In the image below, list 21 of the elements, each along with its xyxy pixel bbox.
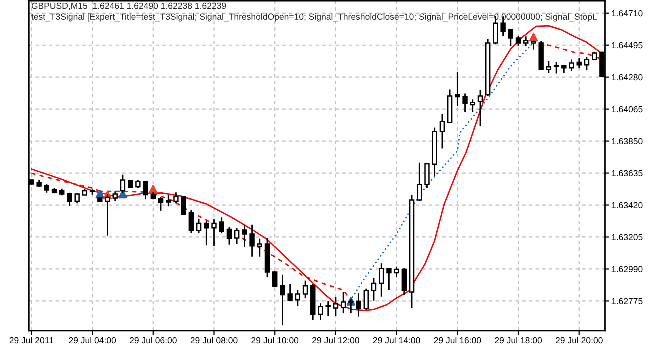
x-tick-label: 29 Jul 12:00 — [312, 337, 360, 344]
x-tick-label: 29 Jul 18:00 — [495, 337, 542, 344]
y-tick-label: 1.63850 — [612, 138, 643, 145]
y-tick-label: 1.64710 — [612, 10, 643, 17]
x-tick-label: 29 Jul 08:00 — [190, 337, 238, 344]
y-tick-label: 1.64065 — [612, 106, 643, 113]
x-tick-label: 29 Jul 20:00 — [556, 337, 603, 344]
y-tick-label: 1.62990 — [612, 266, 643, 272]
chart-title: GBPUSD,M15 1.62461 1.62490 1.62238 1.62239 — [32, 2, 226, 10]
y-tick-label: 1.64280 — [612, 74, 643, 81]
x-tick-label: 29 Jul 10:00 — [252, 337, 299, 344]
y-tick-label: 1.64495 — [612, 42, 643, 49]
y-tick-label: 1.62775 — [612, 298, 643, 304]
y-tick-label: 1.63205 — [612, 234, 643, 240]
x-tick-label: 29 Jul 16:00 — [434, 337, 482, 344]
y-tick-label: 1.63420 — [612, 202, 643, 209]
y-tick-label: 1.63635 — [612, 170, 643, 177]
x-tick-label: 29 Jul 14:00 — [373, 337, 420, 344]
x-tick-label: 29 Jul 2011 — [10, 337, 54, 344]
x-tick-label: 29 Jul 06:00 — [130, 337, 177, 344]
x-tick-label: 29 Jul 04:00 — [69, 337, 116, 344]
